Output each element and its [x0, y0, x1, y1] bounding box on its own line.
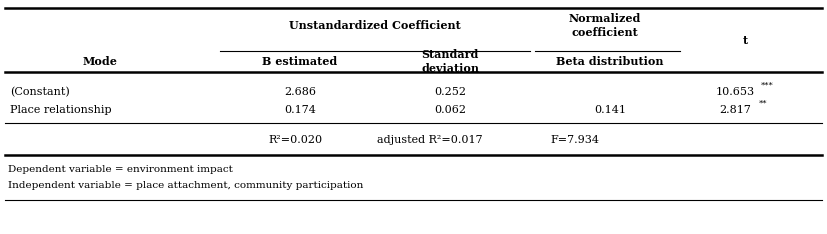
Text: Beta distribution: Beta distribution [557, 56, 664, 67]
Text: Mode: Mode [83, 56, 117, 67]
Text: **: ** [758, 100, 767, 108]
Text: 0.252: 0.252 [434, 87, 466, 97]
Text: ***: *** [761, 82, 773, 90]
Text: 10.653: 10.653 [715, 87, 754, 97]
Text: Unstandardized Coefficient: Unstandardized Coefficient [289, 20, 461, 31]
Text: Dependent variable = environment impact: Dependent variable = environment impact [8, 165, 233, 175]
Text: (Constant): (Constant) [10, 87, 69, 97]
Text: F=7.934: F=7.934 [551, 135, 600, 145]
Text: Independent variable = place attachment, community participation: Independent variable = place attachment,… [8, 180, 363, 190]
Text: Place relationship: Place relationship [10, 105, 112, 115]
Text: B estimated: B estimated [262, 56, 337, 67]
Text: Standard
deviation: Standard deviation [421, 49, 479, 74]
Text: 0.174: 0.174 [284, 105, 316, 115]
Text: 0.062: 0.062 [434, 105, 466, 115]
Text: Normalized
coefficient: Normalized coefficient [569, 13, 641, 38]
Text: t: t [743, 34, 748, 45]
Text: 2.686: 2.686 [284, 87, 316, 97]
Text: 0.141: 0.141 [594, 105, 626, 115]
Text: adjusted R²=0.017: adjusted R²=0.017 [377, 135, 483, 145]
Text: R²=0.020: R²=0.020 [268, 135, 322, 145]
Text: 2.817: 2.817 [719, 105, 751, 115]
